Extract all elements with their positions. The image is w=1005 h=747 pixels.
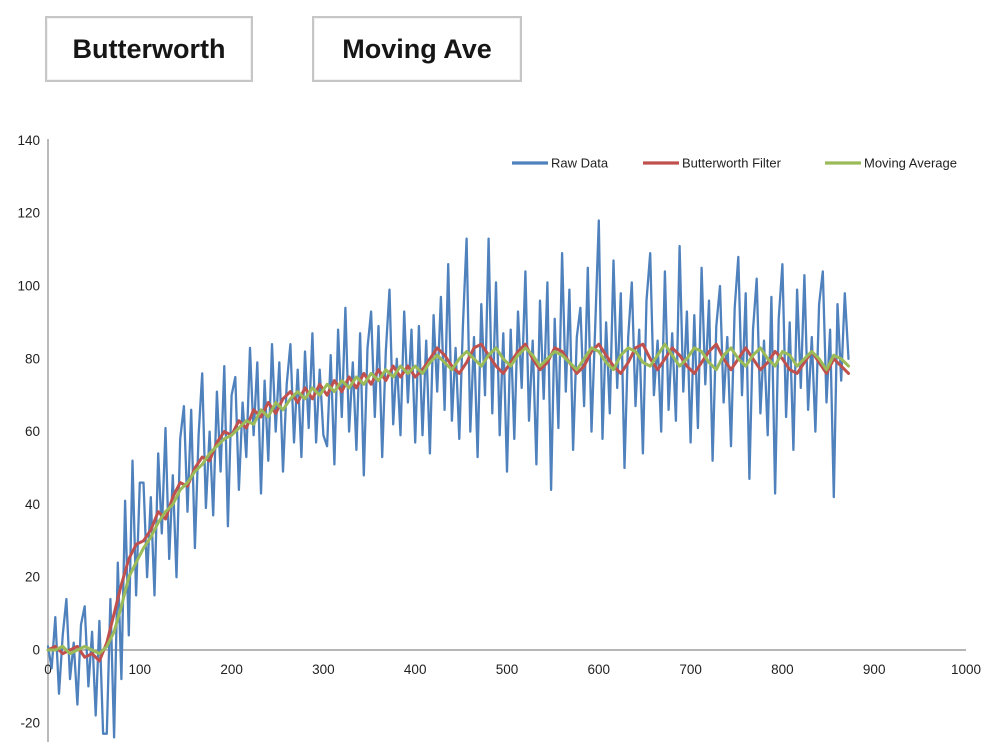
x-tick-label: 600 [588, 662, 611, 677]
butterworth-button-label: Butterworth [72, 33, 226, 64]
x-tick-label: 400 [404, 662, 427, 677]
y-tick-label: 100 [17, 279, 40, 294]
y-tick-label: 0 [32, 643, 40, 658]
y-tick-label: 60 [25, 424, 40, 439]
butterworth-button[interactable]: Butterworth [45, 16, 253, 82]
x-tick-label: 1000 [951, 662, 981, 677]
moving-ave-button[interactable]: Moving Ave [312, 16, 522, 82]
x-tick-label: 800 [771, 662, 794, 677]
x-tick-label: 100 [129, 662, 152, 677]
y-tick-label: 120 [17, 206, 40, 221]
legend-label-1: Butterworth Filter [682, 156, 782, 171]
y-tick-label: -20 [20, 715, 40, 730]
series-line-0 [46, 219, 850, 739]
y-tick-label: 40 [25, 497, 40, 512]
y-tick-label: 140 [17, 133, 40, 148]
y-tick-label: 20 [25, 570, 40, 585]
x-tick-label: 300 [312, 662, 335, 677]
x-tick-label: 200 [220, 662, 243, 677]
legend-label-0: Raw Data [551, 156, 609, 171]
series-line-1 [46, 342, 850, 663]
y-tick-label: 80 [25, 351, 40, 366]
legend-label-2: Moving Average [864, 156, 957, 171]
x-tick-label: 900 [863, 662, 886, 677]
x-tick-label: 700 [679, 662, 702, 677]
moving-ave-button-label: Moving Ave [342, 33, 492, 64]
x-tick-label: 500 [496, 662, 519, 677]
x-tick-label: 0 [44, 662, 52, 677]
series-line-2 [46, 342, 850, 656]
